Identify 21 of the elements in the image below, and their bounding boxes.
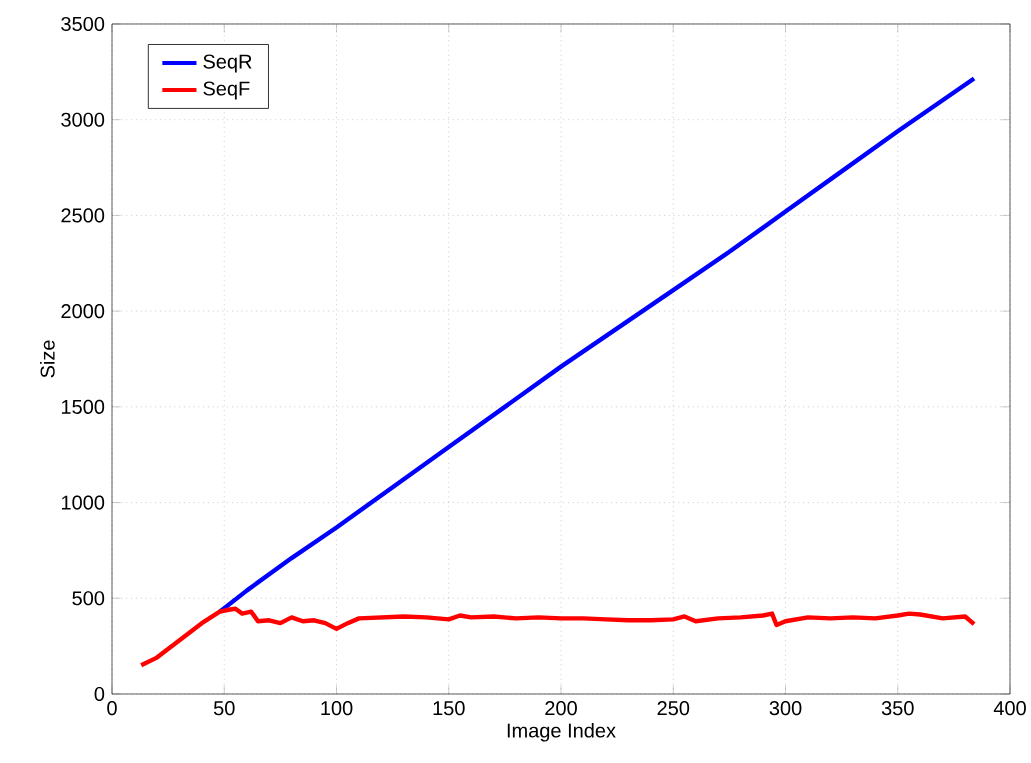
y-tick-label: 0 — [94, 686, 105, 702]
x-tick-label: 300 — [769, 701, 802, 716]
y-tick-label: 1500 — [61, 399, 105, 414]
x-tick-label: 0 — [107, 701, 117, 716]
y-tick-label: 1000 — [61, 495, 105, 510]
x-tick-label: 100 — [321, 701, 353, 716]
x-axis-title: Image Index — [507, 722, 616, 742]
y-tick-label: 2000 — [61, 304, 105, 319]
x-tick-label: 150 — [433, 701, 465, 716]
y-tick-label: 3000 — [61, 112, 105, 127]
x-tick-label: 250 — [657, 701, 690, 716]
x-tick-label: 350 — [881, 701, 914, 716]
y-tick-label: 500 — [72, 591, 105, 606]
x-tick-label: 50 — [213, 701, 235, 716]
x-tick-label: 200 — [545, 701, 577, 716]
y-axis-title: Size — [40, 340, 55, 378]
x-tick-label: 400 — [993, 701, 1026, 716]
y-tick-label: 3500 — [61, 16, 105, 32]
legend-label: SeqR — [203, 54, 252, 73]
y-tick-label: 2500 — [61, 208, 105, 223]
legend-label: SeqF — [203, 81, 250, 100]
